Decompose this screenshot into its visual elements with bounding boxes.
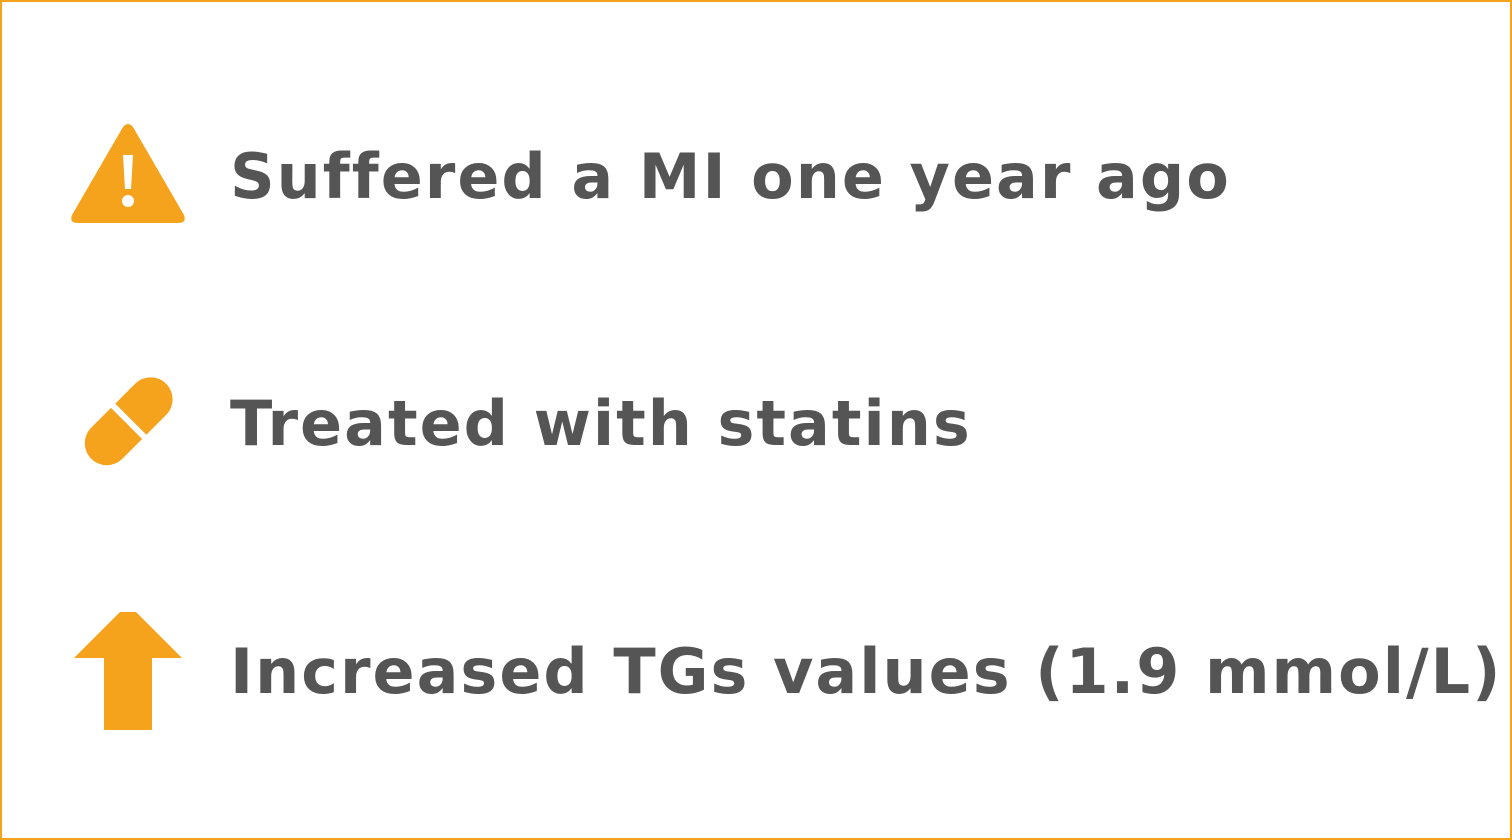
warning-icon [71,124,185,223]
item-text: Suffered a MI one year ago [230,140,1231,213]
pill-icon [84,377,173,466]
arrow-up-icon [74,612,182,730]
item-row: Increased TGs values (1.9 mmol/L) [2,612,1502,732]
item-row: Suffered a MI one year ago [2,117,1502,237]
item-text: Increased TGs values (1.9 mmol/L) [230,635,1503,708]
item-row: Treated with statins [2,364,1502,484]
item-text: Treated with statins [230,387,972,460]
